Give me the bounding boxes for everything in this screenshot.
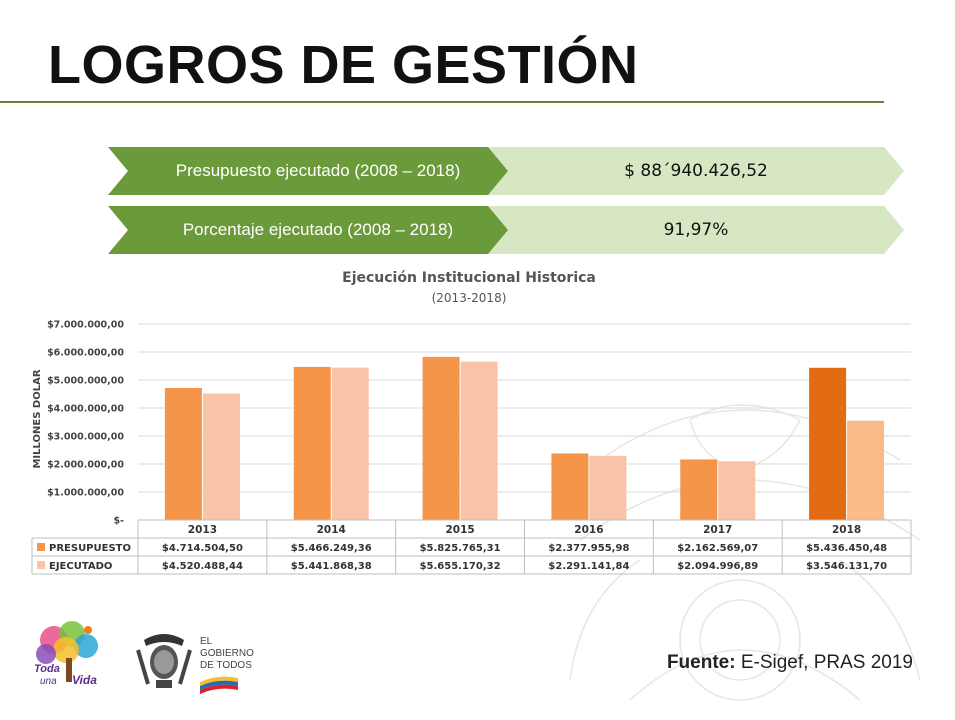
bar-ejecutado-2018 xyxy=(847,420,885,520)
bar-chart: Ejecución Institucional Historica (2013-… xyxy=(31,270,912,575)
kpi-porcentaje-ejecutado: Porcentaje ejecutado (2008 – 2018) 91,97… xyxy=(108,206,904,254)
data-label: $5.466.249,36 xyxy=(291,543,372,554)
kpi-label: Presupuesto ejecutado (2008 – 2018) xyxy=(175,161,461,180)
source-note: Fuente: E-Sigef, PRAS 2019 xyxy=(667,652,913,674)
data-label: $2.291.141,84 xyxy=(548,561,629,572)
logo-text: GOBIERNO xyxy=(200,648,254,659)
x-tick-label: 2016 xyxy=(574,524,603,536)
toda-una-vida-logo: Toda una Vida xyxy=(34,621,98,687)
logo-text: EL xyxy=(200,636,213,647)
x-tick-label: 2018 xyxy=(832,524,861,536)
source-label: Fuente: xyxy=(666,652,736,673)
bar-presupuesto-2018 xyxy=(809,367,847,520)
data-label: $5.825.765,31 xyxy=(420,543,501,554)
title-divider xyxy=(0,101,884,103)
kpi-presupuesto-ejecutado: Presupuesto ejecutado (2008 – 2018) $ 88… xyxy=(108,147,904,195)
y-tick-label: $6.000.000,00 xyxy=(47,348,124,359)
bar-ejecutado-2015 xyxy=(460,361,498,520)
logo-text: Toda xyxy=(34,663,60,675)
chart-subtitle: (2013-2018) xyxy=(432,291,507,305)
kpi-value: $ 88´940.426,52 xyxy=(624,161,768,181)
data-label: $5.441.868,38 xyxy=(291,561,372,572)
y-tick-label: $3.000.000,00 xyxy=(47,432,124,443)
kpi-label: Porcentaje ejecutado (2008 – 2018) xyxy=(182,220,454,239)
bar-presupuesto-2015 xyxy=(422,356,460,520)
y-tick-label: $- xyxy=(113,516,124,527)
y-tick-label: $5.000.000,00 xyxy=(47,376,124,387)
legend-entry: EJECUTADO xyxy=(49,561,112,572)
bar-ejecutado-2016 xyxy=(589,455,627,520)
kpi-value-shape xyxy=(468,147,904,195)
chart-title: Ejecución Institucional Historica xyxy=(342,270,596,286)
bar-ejecutado-2017 xyxy=(718,461,756,520)
bar-presupuesto-2013 xyxy=(164,387,202,520)
logo-text: una xyxy=(40,676,57,687)
legend-swatch-ejecutado xyxy=(37,561,45,569)
y-axis-label: MILLONES DOLAR xyxy=(32,369,43,468)
data-label: $2.377.955,98 xyxy=(548,543,629,554)
page-title: LOGROS DE GESTIÓN xyxy=(48,35,639,95)
data-label: $3.546.131,70 xyxy=(806,561,887,572)
ecuador-coat-of-arms-icon xyxy=(136,634,192,688)
x-tick-label: 2014 xyxy=(317,524,346,536)
kpi-value-shape xyxy=(468,206,904,254)
data-label: $5.655.170,32 xyxy=(420,561,501,572)
bar-presupuesto-2016 xyxy=(551,453,589,520)
x-tick-label: 2017 xyxy=(703,524,732,536)
y-tick-label: $2.000.000,00 xyxy=(47,460,124,471)
data-label: $2.094.996,89 xyxy=(677,561,758,572)
kpi-label-arrow xyxy=(108,147,508,195)
data-label: $2.162.569,07 xyxy=(677,543,758,554)
logo-text: DE TODOS xyxy=(200,660,252,671)
data-label: $4.520.488,44 xyxy=(162,561,243,572)
legend-entry: PRESUPUESTO xyxy=(49,543,131,554)
x-tick-label: 2015 xyxy=(445,524,474,536)
gobierno-de-todos-logo: EL GOBIERNO DE TODOS xyxy=(136,634,254,694)
y-tick-label: $7.000.000,00 xyxy=(47,320,124,331)
x-tick-label: 2013 xyxy=(188,524,217,536)
logo-text: Vida xyxy=(72,673,97,687)
kpi-value: 91,97% xyxy=(663,220,729,240)
y-tick-label: $1.000.000,00 xyxy=(47,488,124,499)
y-tick-label: $4.000.000,00 xyxy=(47,404,124,415)
source-text: E-Sigef, PRAS 2019 xyxy=(735,652,913,673)
data-label: $5.436.450,48 xyxy=(806,543,887,554)
legend-swatch-presupuesto xyxy=(37,543,45,551)
data-label: $4.714.504,50 xyxy=(162,543,243,554)
bar-ejecutado-2013 xyxy=(202,393,240,520)
bar-presupuesto-2014 xyxy=(293,366,331,520)
kpi-label-arrow xyxy=(108,206,508,254)
bar-ejecutado-2014 xyxy=(331,367,369,520)
bar-presupuesto-2017 xyxy=(680,459,718,520)
